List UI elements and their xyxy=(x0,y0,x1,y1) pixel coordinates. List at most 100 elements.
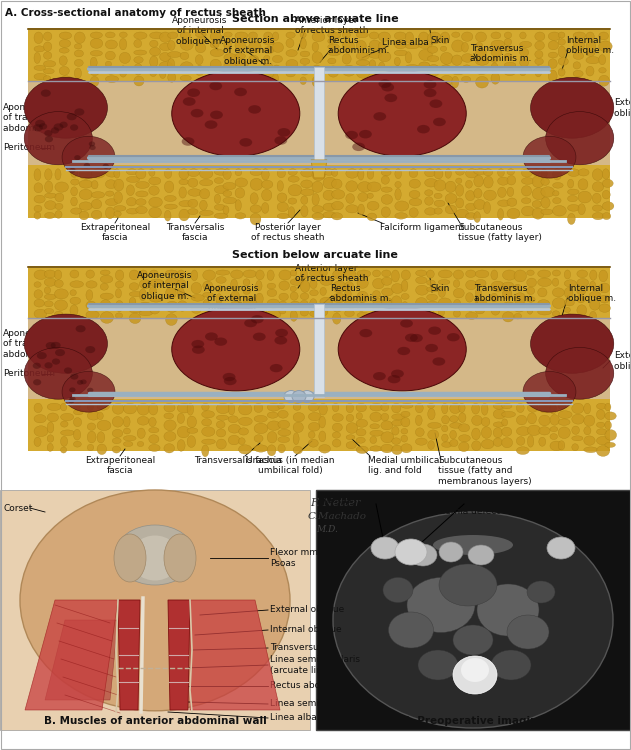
Ellipse shape xyxy=(86,270,95,278)
Ellipse shape xyxy=(59,48,69,53)
Text: Peritoneum: Peritoneum xyxy=(3,143,55,152)
Ellipse shape xyxy=(199,189,209,199)
Ellipse shape xyxy=(191,109,203,118)
Ellipse shape xyxy=(450,423,462,428)
Ellipse shape xyxy=(215,204,225,210)
Ellipse shape xyxy=(459,442,469,452)
Ellipse shape xyxy=(382,278,392,285)
Ellipse shape xyxy=(516,427,530,436)
Ellipse shape xyxy=(149,207,162,218)
Ellipse shape xyxy=(86,280,97,288)
Ellipse shape xyxy=(578,191,591,203)
Ellipse shape xyxy=(292,391,306,403)
Ellipse shape xyxy=(323,190,334,200)
Ellipse shape xyxy=(419,44,432,49)
Ellipse shape xyxy=(401,404,413,408)
Ellipse shape xyxy=(391,296,402,307)
Ellipse shape xyxy=(187,427,198,433)
Ellipse shape xyxy=(20,490,290,711)
Ellipse shape xyxy=(300,51,310,57)
Ellipse shape xyxy=(235,188,245,198)
Ellipse shape xyxy=(286,70,295,77)
Ellipse shape xyxy=(114,169,120,178)
Ellipse shape xyxy=(410,334,423,342)
Ellipse shape xyxy=(150,47,160,56)
Ellipse shape xyxy=(300,32,306,38)
Ellipse shape xyxy=(395,213,407,219)
FancyBboxPatch shape xyxy=(28,28,610,218)
Ellipse shape xyxy=(97,413,103,419)
Ellipse shape xyxy=(310,311,318,316)
Ellipse shape xyxy=(235,169,242,176)
Ellipse shape xyxy=(319,445,331,453)
Ellipse shape xyxy=(405,44,419,49)
Ellipse shape xyxy=(47,404,61,410)
Ellipse shape xyxy=(553,190,559,196)
Ellipse shape xyxy=(333,440,341,447)
Ellipse shape xyxy=(382,308,394,315)
Ellipse shape xyxy=(392,414,405,420)
Ellipse shape xyxy=(493,422,504,427)
Ellipse shape xyxy=(71,179,79,185)
Ellipse shape xyxy=(327,66,339,77)
Ellipse shape xyxy=(439,309,445,316)
Ellipse shape xyxy=(275,328,288,337)
Ellipse shape xyxy=(224,53,237,62)
Ellipse shape xyxy=(112,446,121,453)
Ellipse shape xyxy=(428,409,435,420)
Ellipse shape xyxy=(461,32,473,41)
Ellipse shape xyxy=(261,169,269,180)
Ellipse shape xyxy=(379,42,385,52)
Ellipse shape xyxy=(54,289,68,299)
Ellipse shape xyxy=(165,181,174,193)
Ellipse shape xyxy=(149,427,159,433)
Ellipse shape xyxy=(24,77,107,138)
Ellipse shape xyxy=(401,428,408,434)
Ellipse shape xyxy=(425,196,433,206)
Ellipse shape xyxy=(250,205,261,213)
Ellipse shape xyxy=(124,404,137,414)
Ellipse shape xyxy=(550,433,557,439)
Ellipse shape xyxy=(301,189,314,196)
Ellipse shape xyxy=(264,56,270,61)
Ellipse shape xyxy=(320,270,327,276)
Ellipse shape xyxy=(34,183,43,193)
Ellipse shape xyxy=(105,180,117,188)
Ellipse shape xyxy=(415,438,427,446)
Ellipse shape xyxy=(461,54,474,62)
Ellipse shape xyxy=(452,32,460,38)
Ellipse shape xyxy=(491,293,498,302)
Ellipse shape xyxy=(290,270,297,276)
Ellipse shape xyxy=(180,75,191,81)
Ellipse shape xyxy=(230,279,238,291)
Ellipse shape xyxy=(320,297,333,306)
Ellipse shape xyxy=(401,411,410,417)
Ellipse shape xyxy=(199,210,213,215)
Text: Urachus (in median
umbilical fold): Urachus (in median umbilical fold) xyxy=(245,456,334,476)
Ellipse shape xyxy=(216,439,227,449)
Ellipse shape xyxy=(381,413,389,421)
Ellipse shape xyxy=(223,206,229,214)
Ellipse shape xyxy=(312,65,321,74)
Ellipse shape xyxy=(466,313,478,320)
Ellipse shape xyxy=(183,98,196,106)
Ellipse shape xyxy=(100,312,114,323)
Ellipse shape xyxy=(202,411,215,418)
Ellipse shape xyxy=(345,270,356,279)
Ellipse shape xyxy=(312,206,324,213)
Ellipse shape xyxy=(453,280,460,287)
Ellipse shape xyxy=(243,288,251,295)
Text: Peritoneum: Peritoneum xyxy=(3,370,55,379)
Ellipse shape xyxy=(573,32,586,39)
Ellipse shape xyxy=(264,40,274,45)
Ellipse shape xyxy=(558,58,569,65)
Ellipse shape xyxy=(476,76,488,88)
Ellipse shape xyxy=(235,61,249,67)
Ellipse shape xyxy=(405,52,411,63)
Ellipse shape xyxy=(481,404,488,416)
Ellipse shape xyxy=(87,423,96,430)
Ellipse shape xyxy=(367,213,377,220)
Ellipse shape xyxy=(476,58,489,65)
Ellipse shape xyxy=(504,62,516,68)
Ellipse shape xyxy=(572,414,584,424)
